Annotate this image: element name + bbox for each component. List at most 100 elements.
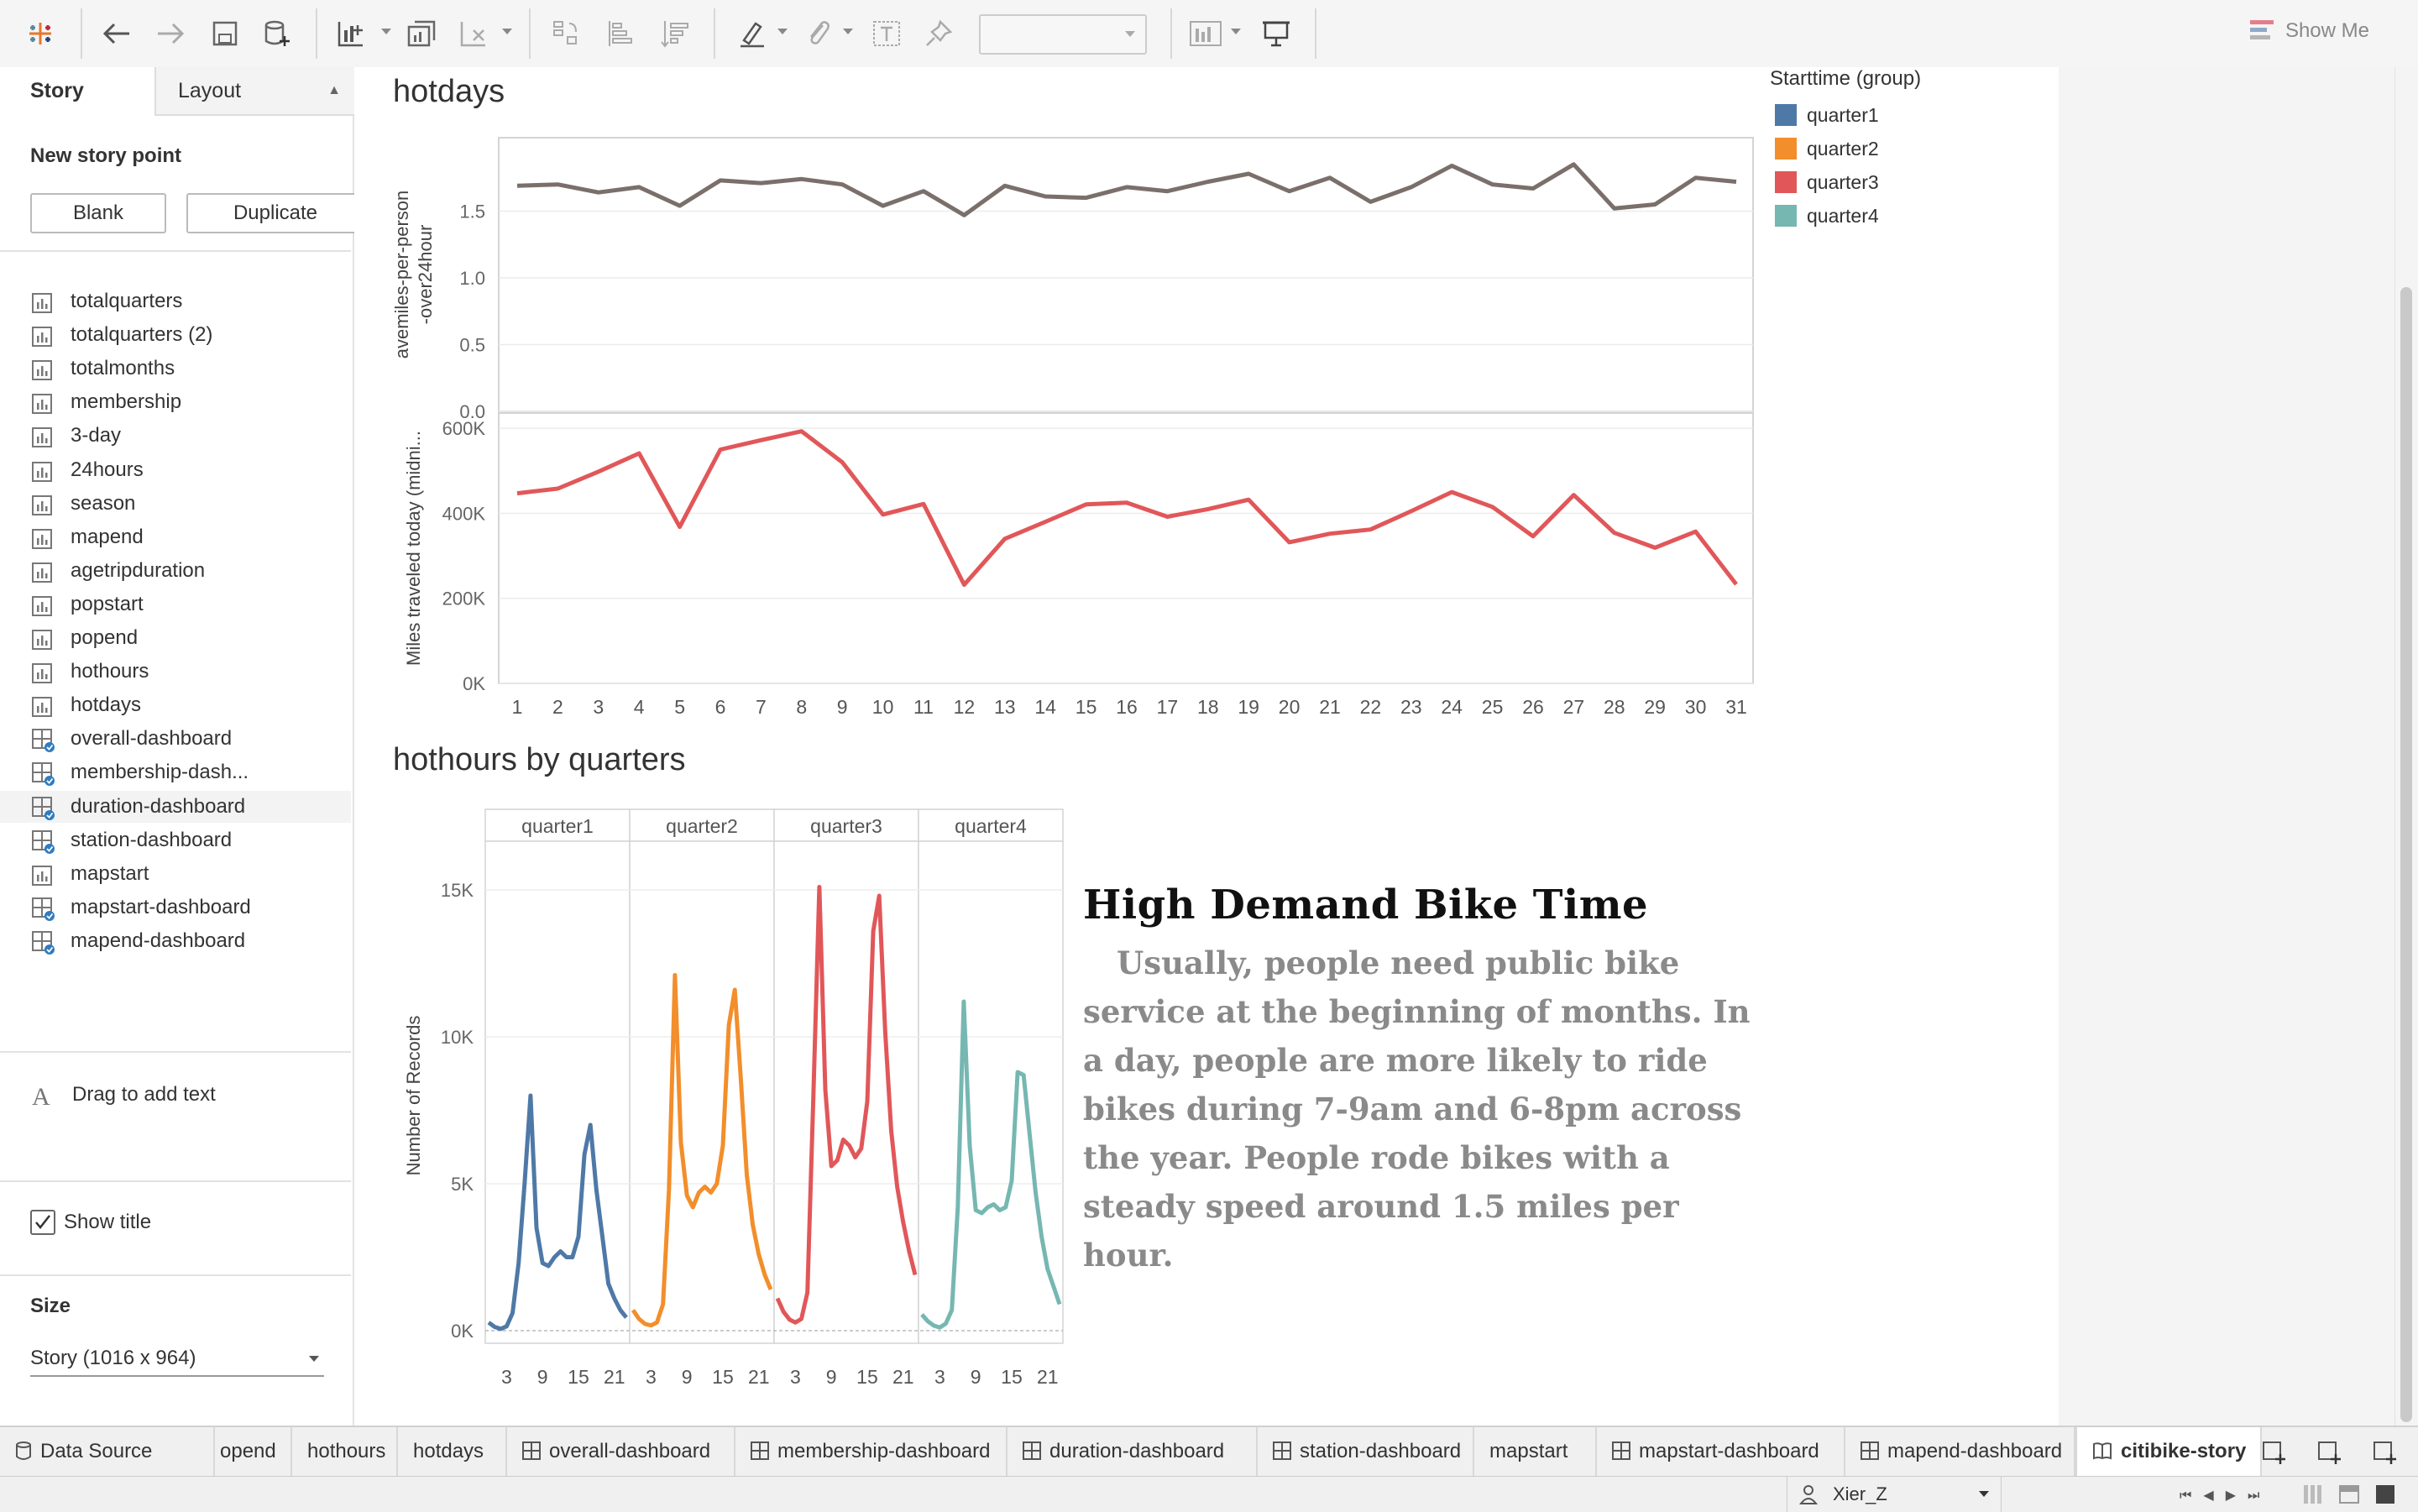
- sheet-item[interactable]: overall-dashboard: [32, 723, 232, 755]
- y-tick-label: 15K: [441, 880, 474, 901]
- sheet-tab-label: station-dashboard: [1300, 1440, 1462, 1462]
- scrollbar-thumb[interactable]: [2400, 287, 2412, 1422]
- prev-sheet-icon[interactable]: ◀: [2203, 1488, 2226, 1503]
- redo-icon[interactable]: [151, 13, 191, 54]
- sheet-item[interactable]: mapend-dashboard: [32, 925, 245, 957]
- sheet-item-label: season: [71, 491, 136, 515]
- sheet-tab[interactable]: hothours: [292, 1427, 398, 1476]
- sheet-tab[interactable]: mapstart: [1474, 1427, 1597, 1476]
- tab-layout[interactable]: Layout ▲: [154, 67, 354, 116]
- legend-item[interactable]: quarter3: [1775, 170, 1879, 195]
- drag-to-add-text[interactable]: Drag to add text: [72, 1083, 216, 1106]
- x-tick-label: 29: [1644, 696, 1666, 718]
- sheet-tab-label: hotdays: [413, 1440, 484, 1462]
- sheet-tab[interactable]: mapend-dashboard: [1845, 1427, 2075, 1476]
- sheet-item[interactable]: popstart: [32, 589, 144, 620]
- sheet-item[interactable]: hothours: [32, 656, 149, 688]
- next-sheet-icon[interactable]: ▶: [2225, 1488, 2248, 1503]
- sheet-item[interactable]: totalmonths: [32, 353, 175, 385]
- sheet-tab[interactable]: membership-dashboard: [735, 1427, 1008, 1476]
- group-members-icon[interactable]: [798, 13, 838, 54]
- x-tick-label: 3: [646, 1366, 657, 1388]
- sheet-tab[interactable]: Data Source: [0, 1427, 215, 1476]
- sheet-tab[interactable]: duration-dashboard: [1008, 1427, 1258, 1476]
- highlight-icon[interactable]: [732, 13, 772, 54]
- sheet-item[interactable]: agetripduration: [32, 555, 205, 587]
- last-sheet-icon[interactable]: ⏭: [2248, 1488, 2272, 1503]
- y-tick-label: 1.0: [459, 268, 485, 289]
- tabs-view-icon[interactable]: [2376, 1485, 2394, 1504]
- y-tick-label: 1.5: [459, 201, 485, 222]
- facet-header-label: quarter4: [955, 815, 1027, 837]
- show-title-checkbox[interactable]: [30, 1210, 55, 1235]
- sort-descending-icon[interactable]: [655, 13, 695, 54]
- sheet-item[interactable]: 3-day: [32, 420, 121, 452]
- sheet-item[interactable]: duration-dashboard: [0, 790, 351, 823]
- tableau-logo-icon[interactable]: [20, 13, 60, 54]
- sort-ascending-icon[interactable]: [601, 13, 641, 54]
- clear-sheet-icon[interactable]: [453, 13, 494, 54]
- x-tick-label: 15: [1001, 1366, 1023, 1388]
- new-worksheet-icon[interactable]: [331, 13, 371, 54]
- tab-story[interactable]: Story: [0, 67, 154, 114]
- new-story-icon[interactable]: [2373, 1439, 2398, 1464]
- sheet-tab[interactable]: mapstart-dashboard: [1597, 1427, 1845, 1476]
- show-cards-icon[interactable]: [1185, 13, 1226, 54]
- sheet-item[interactable]: hotdays: [32, 689, 141, 721]
- swap-rows-columns-icon[interactable]: [546, 13, 586, 54]
- sheet-item[interactable]: mapstart-dashboard: [32, 892, 251, 923]
- presentation-mode-icon[interactable]: [1256, 13, 1296, 54]
- filmstrip-icon[interactable]: [2304, 1485, 2322, 1504]
- updown-arrow-icon: ▲: [327, 83, 341, 97]
- sheet-item[interactable]: station-dashboard: [32, 824, 232, 856]
- color-legend[interactable]: Starttime (group) quarter1 quarter2 quarte…: [1770, 67, 2055, 252]
- show-me-button[interactable]: Show Me: [2249, 18, 2369, 44]
- quarter4-line: [920, 999, 1062, 1330]
- sheet-tab[interactable]: opend: [215, 1427, 292, 1476]
- undo-icon[interactable]: [96, 13, 136, 54]
- legend-swatch: [1775, 104, 1797, 126]
- sheet-sorter-icon[interactable]: [2339, 1485, 2359, 1504]
- sheet-item[interactable]: popend: [32, 622, 138, 654]
- x-tick-label: 9: [537, 1366, 548, 1388]
- duplicate-button[interactable]: Duplicate: [186, 193, 364, 233]
- sheet-item[interactable]: mapend: [32, 521, 144, 553]
- new-worksheet-icon[interactable]: [2262, 1439, 2287, 1464]
- x-tick-label: 21: [1037, 1366, 1059, 1388]
- sheet-item[interactable]: totalquarters: [32, 285, 182, 317]
- show-title-label: Show title: [64, 1211, 152, 1233]
- facet-header-label: quarter2: [666, 815, 738, 837]
- fit-dropdown[interactable]: [979, 14, 1147, 55]
- x-tick-label: 19: [1238, 696, 1259, 718]
- new-data-source-icon[interactable]: [257, 13, 297, 54]
- sheet-item[interactable]: season: [32, 488, 135, 520]
- size-dropdown[interactable]: Story (1016 x 964): [30, 1342, 324, 1377]
- sheet-navigation[interactable]: ⏮◀▶⏭: [2180, 1487, 2271, 1504]
- user-menu[interactable]: Xier_Z: [1787, 1477, 2002, 1512]
- sheet-item[interactable]: mapstart: [32, 858, 149, 890]
- new-dashboard-icon[interactable]: [2317, 1439, 2342, 1464]
- sheet-tab[interactable]: overall-dashboard: [507, 1427, 735, 1476]
- duplicate-sheet-icon[interactable]: [401, 13, 442, 54]
- show-mark-labels-icon[interactable]: [866, 13, 907, 54]
- legend-item[interactable]: quarter1: [1775, 102, 1879, 128]
- pin-axes-icon[interactable]: [919, 13, 959, 54]
- sheet-tab[interactable]: hotdays: [398, 1427, 507, 1476]
- sheet-item[interactable]: totalquarters (2): [32, 319, 212, 351]
- sheet-item[interactable]: membership: [32, 386, 181, 418]
- checkmark-icon: [35, 1215, 50, 1229]
- sheet-item[interactable]: membership-dash...: [32, 756, 249, 788]
- save-icon[interactable]: [205, 13, 245, 54]
- blank-button[interactable]: Blank: [30, 193, 166, 233]
- sheet-item[interactable]: 24hours: [32, 454, 144, 486]
- legend-item[interactable]: quarter4: [1775, 203, 1879, 228]
- sheet-tab[interactable]: station-dashboard: [1258, 1427, 1474, 1476]
- legend-item[interactable]: quarter2: [1775, 136, 1879, 161]
- vertical-scrollbar[interactable]: [2394, 67, 2418, 1426]
- annotation-box[interactable]: High Demand Bike Time Usually, people ne…: [1083, 882, 1755, 1279]
- first-sheet-icon[interactable]: ⏮: [2180, 1488, 2204, 1503]
- sheet-tab[interactable]: citibike-story: [2075, 1427, 2262, 1476]
- worksheet-icon: [32, 392, 52, 415]
- y-axis-title-records: Number of Records: [403, 1016, 424, 1176]
